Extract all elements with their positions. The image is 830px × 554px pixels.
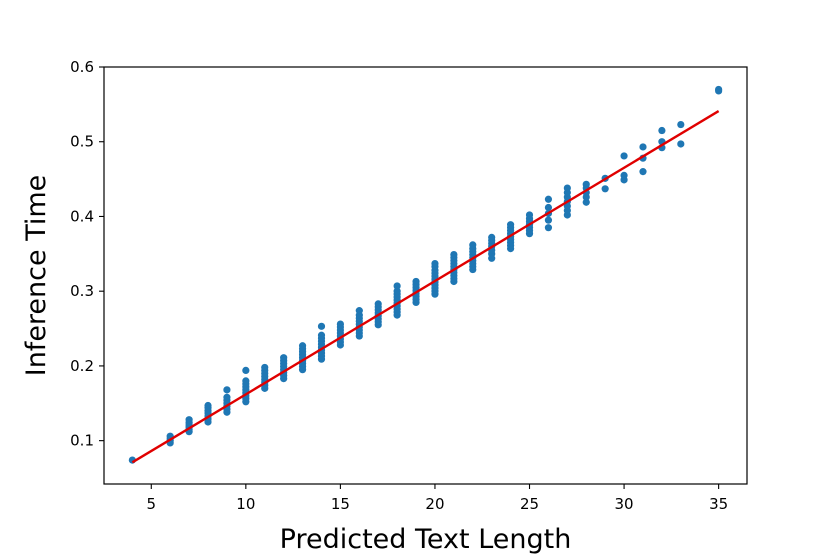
fit-line — [131, 110, 720, 464]
scatter-point — [336, 320, 344, 328]
y-axis-title: Inference Time — [21, 175, 52, 377]
scatter-point — [280, 354, 288, 362]
scatter-point — [412, 277, 420, 286]
scatter-point — [544, 216, 553, 224]
x-axis-title: Predicted Text Length — [280, 524, 572, 554]
scatter-point — [374, 300, 382, 308]
x-tick-label: 5 — [147, 495, 157, 513]
scatter-point — [582, 180, 590, 188]
x-tick-label: 15 — [331, 495, 350, 513]
scatter-point — [544, 224, 553, 232]
scatter-point — [488, 233, 496, 241]
y-axis: 0.1 0.2 0.3 0.4 0.5 0.6 — [70, 58, 104, 450]
scatter-point — [639, 143, 647, 151]
y-tick-label: 0.3 — [70, 282, 94, 300]
x-tick-label: 10 — [236, 495, 255, 513]
scatter-point — [450, 250, 458, 259]
x-axis: 5 10 15 20 25 30 35 — [147, 484, 728, 513]
scatter-point — [601, 185, 609, 193]
scatter-point — [298, 342, 307, 350]
scatter-point — [620, 171, 628, 179]
scatter-point — [563, 184, 571, 192]
scatter-point — [507, 221, 515, 229]
scatter-point — [582, 198, 590, 206]
scatter-point — [544, 195, 553, 203]
plot-area-frame — [103, 66, 748, 485]
x-tick-label: 25 — [520, 495, 539, 513]
scatter-point — [715, 85, 723, 94]
x-tick-label: 30 — [615, 495, 634, 513]
regression-line — [131, 110, 720, 464]
scatter-point — [639, 168, 647, 176]
scatter-point — [544, 203, 553, 212]
scatter-point — [204, 401, 212, 410]
y-tick-label: 0.5 — [70, 133, 94, 151]
scatter-point — [469, 241, 477, 249]
scatter-point — [431, 259, 439, 268]
scatter-point — [185, 416, 193, 424]
y-tick-label: 0.1 — [70, 432, 94, 450]
x-tick-label: 20 — [425, 495, 444, 513]
scatter-point — [317, 331, 326, 339]
scatter-point — [223, 386, 231, 394]
scatter-point — [242, 377, 250, 385]
scatter-point — [677, 140, 685, 148]
scatter-point — [393, 282, 401, 290]
y-tick-label: 0.4 — [70, 207, 94, 225]
scatter-point — [393, 287, 401, 295]
scatter-point — [355, 307, 363, 315]
scatter-points — [128, 85, 723, 464]
scatter-point — [242, 366, 250, 375]
scatter-point — [525, 211, 534, 219]
scatter-point — [223, 393, 231, 401]
y-tick-label: 0.6 — [70, 58, 94, 76]
scatter-point — [261, 363, 269, 372]
y-tick-label: 0.2 — [70, 357, 94, 375]
x-tick-label: 35 — [709, 495, 728, 513]
scatter-point — [658, 126, 666, 135]
scatter-point — [620, 152, 628, 160]
scatter-point — [677, 120, 685, 129]
scatter-point — [317, 322, 326, 330]
